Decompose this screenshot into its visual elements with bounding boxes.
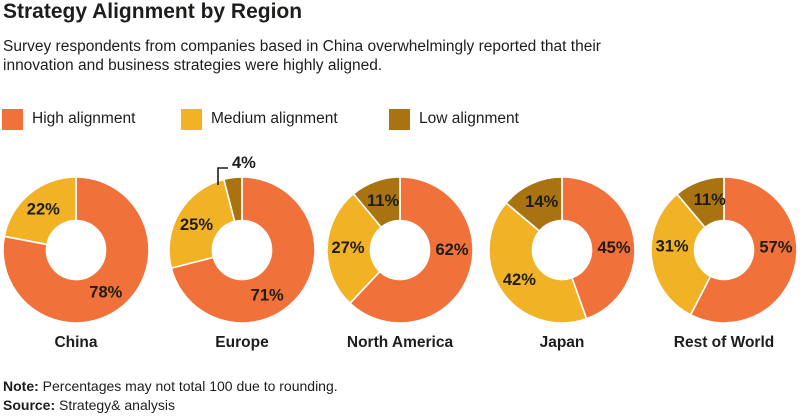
- donut-slice-high: [689, 176, 798, 324]
- legend-label-high: High alignment: [32, 110, 136, 127]
- slice-value-label: 45%: [597, 239, 630, 257]
- legend-swatch-medium: [181, 108, 202, 130]
- source-text: Strategy& analysis: [55, 396, 175, 413]
- slice-value-label: 42%: [503, 271, 536, 289]
- slice-value-label: 62%: [435, 241, 468, 259]
- slice-value-label: 25%: [180, 216, 213, 234]
- slice-value-label: 31%: [656, 237, 689, 255]
- donut-chart-north-america: 62% 27% 11%: [326, 176, 474, 324]
- note-label: Note:: [3, 378, 39, 394]
- donut-europe: 71% 25% 4% Europe: [160, 146, 324, 362]
- donut-slice-low: [352, 176, 401, 229]
- slice-value-label: 78%: [89, 284, 122, 302]
- subtitle-line-1: Survey respondents from companies based …: [3, 38, 601, 55]
- donut-slice-low: [505, 176, 563, 233]
- legend-item-high: High alignment: [2, 108, 135, 130]
- donut-chart-japan: 45% 42% 14%: [488, 176, 636, 324]
- slice-value-label: 71%: [251, 287, 284, 305]
- donut-chart-china: 78% 22%: [2, 176, 150, 324]
- slice-value-label: 11%: [367, 192, 399, 210]
- legend-item-low: Low alignment: [389, 108, 519, 130]
- donut-slice-high: [348, 176, 474, 324]
- slice-value-label: 14%: [525, 193, 558, 211]
- donut-slice-medium: [488, 201, 588, 324]
- donut-slice-medium: [326, 192, 383, 305]
- donut-north-america: 62% 27% 11% North America: [318, 146, 482, 362]
- region-label-europe: Europe: [215, 334, 269, 351]
- region-label-rest-of-world: Rest of World: [673, 334, 775, 351]
- footer: Note: Percentages may not total 100 due …: [3, 377, 338, 414]
- donut-slice-high: [2, 176, 150, 324]
- slice-value-label: 57%: [759, 238, 792, 256]
- source-label: Source:: [3, 396, 56, 413]
- footer-source: Source: Strategy& analysis: [3, 396, 338, 415]
- donut-chart-row: 78% 22% China 71% 25% 4% Europe 62% 27% 11% N…: [0, 146, 800, 362]
- legend: High alignment Medium alignment Low alig…: [0, 108, 800, 132]
- donut-slice-high: [561, 176, 636, 320]
- donut-chart-rest-of-world: 57% 31% 11%: [650, 176, 798, 324]
- donut-chart-europe: 71% 25% 4%: [168, 154, 316, 324]
- note-text: Percentages may not total 100 due to rou…: [38, 378, 338, 394]
- region-label-china: China: [54, 334, 98, 351]
- slice-value-label: 22%: [27, 201, 60, 219]
- donut-china: 78% 22% China: [0, 146, 158, 362]
- footer-note: Note: Percentages may not total 100 due …: [3, 377, 338, 396]
- legend-label-medium: Medium alignment: [211, 110, 338, 127]
- region-label-north-america: North America: [346, 334, 454, 351]
- chart-subtitle: Survey respondents from companies based …: [3, 37, 601, 75]
- legend-item-medium: Medium alignment: [181, 108, 338, 130]
- donut-japan: 45% 42% 14% Japan: [480, 146, 644, 362]
- donut-slice-low: [222, 176, 243, 223]
- legend-label-low: Low alignment: [419, 110, 519, 127]
- donut-slice-medium: [3, 176, 77, 246]
- subtitle-line-2: innovation and business strategies were …: [3, 57, 383, 74]
- callout-line: [217, 167, 228, 185]
- legend-swatch-low: [389, 108, 410, 130]
- slice-value-label: 27%: [331, 239, 364, 257]
- slice-value-label: 4%: [232, 154, 256, 172]
- region-label-japan: Japan: [539, 334, 585, 351]
- slice-value-label: 11%: [694, 191, 726, 209]
- donut-slice-medium: [650, 192, 712, 316]
- legend-swatch-high: [2, 108, 23, 130]
- page-title: Strategy Alignment by Region: [3, 0, 303, 23]
- donut-slice-low: [675, 176, 725, 229]
- donut-slice-high: [170, 176, 316, 324]
- donut-rest-of-world: 57% 31% 11% Rest of World: [642, 146, 800, 362]
